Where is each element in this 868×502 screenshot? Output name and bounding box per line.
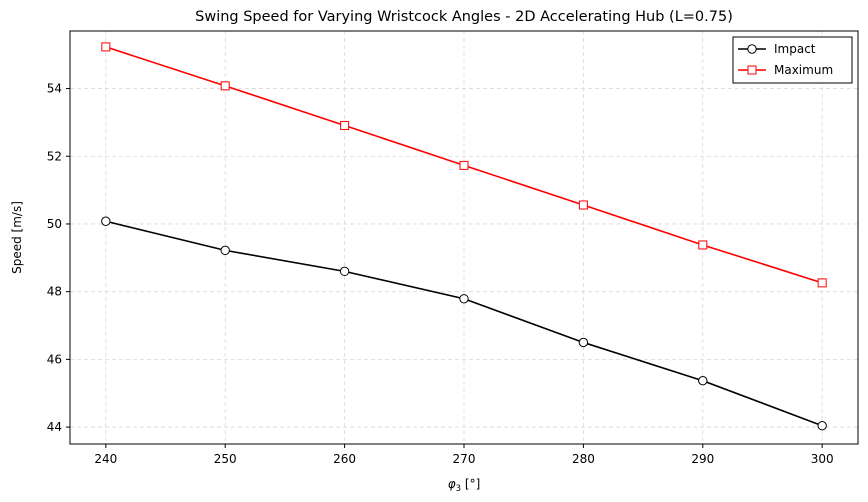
grid-lines	[70, 31, 858, 444]
legend-marker-maximum	[747, 65, 757, 75]
data-point-maximum	[817, 278, 827, 288]
y-tick-label: 44	[47, 420, 62, 434]
data-point-impact	[220, 245, 230, 256]
data-point-impact	[817, 421, 827, 431]
legend-marker-impact	[747, 44, 757, 54]
legend-label-maximum: Maximum	[774, 63, 833, 77]
legend: Impact Maximum	[732, 36, 853, 84]
legend-label-impact: Impact	[774, 42, 816, 56]
x-tick-label: 300	[811, 452, 834, 466]
x-axis-label: φ3 [°]	[448, 477, 481, 494]
y-tick-label: 54	[47, 82, 62, 96]
x-tick-label: 240	[94, 452, 117, 466]
data-point-maximum	[101, 42, 111, 52]
y-tick-label: 46	[47, 352, 62, 366]
chart-title: Swing Speed for Varying Wristcock Angles…	[195, 9, 733, 25]
data-point-impact	[101, 216, 111, 226]
y-axis-ticks: 44 46 48 50 52 54	[47, 82, 70, 434]
data-point-impact	[339, 266, 350, 277]
y-tick-label: 52	[47, 149, 62, 163]
data-point-impact	[578, 337, 589, 348]
series-group	[101, 42, 827, 431]
x-axis-ticks: 240 250 260 270 280 290 300	[94, 444, 834, 466]
data-point-impact	[459, 294, 469, 304]
y-axis-label: Speed [m/s]	[10, 201, 24, 274]
data-point-maximum	[220, 81, 230, 91]
data-point-maximum	[340, 120, 350, 130]
data-point-maximum	[459, 160, 469, 170]
data-point-maximum	[578, 200, 588, 210]
x-tick-label: 260	[333, 452, 356, 466]
x-tick-label: 290	[691, 452, 714, 466]
x-tick-label: 280	[572, 452, 595, 466]
data-point-impact	[698, 375, 708, 386]
x-tick-label: 270	[453, 452, 476, 466]
x-tick-label: 250	[214, 452, 237, 466]
y-tick-label: 50	[47, 217, 62, 231]
data-point-maximum	[698, 240, 708, 250]
y-tick-label: 48	[47, 285, 62, 299]
